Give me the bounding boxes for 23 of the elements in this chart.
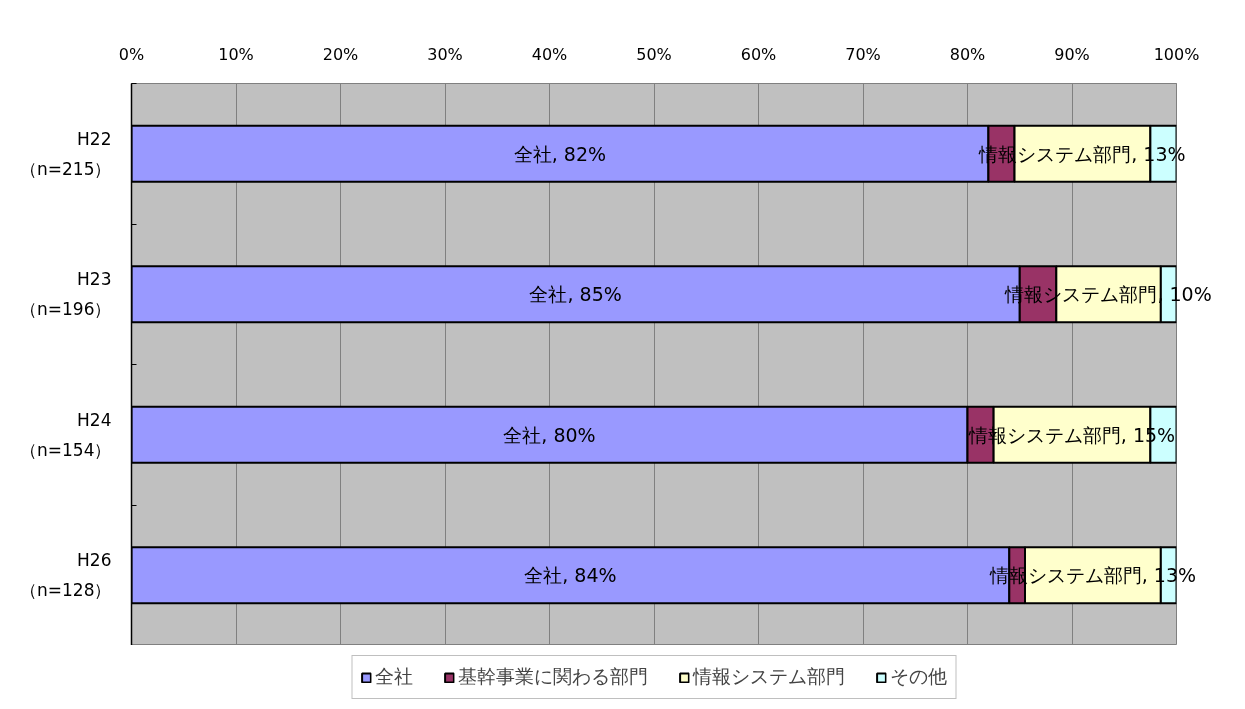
x-tick-label: 100%: [1153, 44, 1200, 64]
x-tick-label: 60%: [740, 44, 777, 64]
y-tick-label: H24 （n=154）: [20, 409, 112, 460]
x-tick-label: 90%: [1054, 44, 1090, 64]
x-tick-label: 80%: [949, 44, 986, 64]
x-tick-label: 70%: [845, 44, 881, 64]
x-tick-label: 0%: [118, 44, 145, 64]
data-label: 全社, 84%: [524, 564, 617, 587]
legend-label: 基幹事業に関わる部門: [458, 664, 648, 689]
data-label: 全社, 82%: [513, 142, 607, 165]
x-tick-label: 40%: [531, 44, 568, 64]
x-tick-label: 10%: [218, 44, 254, 64]
data-label: 全社, 85%: [529, 283, 622, 306]
legend-label: その他: [890, 664, 947, 689]
y-tick-label: H23 （n=196）: [20, 269, 112, 320]
y-tick-label: H22 （n=215）: [20, 128, 112, 179]
y-tick-label: H26 （n=128）: [20, 550, 112, 601]
legend-label: 情報システム部門: [693, 664, 845, 689]
x-tick-label: 20%: [322, 44, 359, 64]
x-tick-label: 50%: [636, 44, 672, 64]
legend-label: 全社: [375, 664, 413, 689]
x-tick-label: 30%: [427, 44, 463, 64]
data-label: 全社, 80%: [503, 423, 596, 446]
